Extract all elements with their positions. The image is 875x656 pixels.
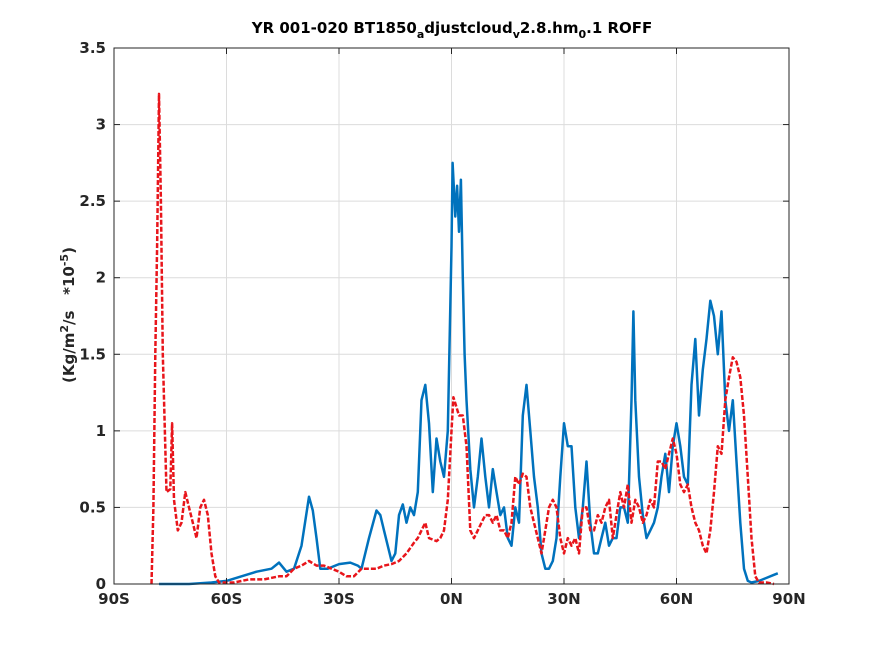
title-subscript: a bbox=[417, 28, 424, 41]
title-segment: YR 001-020 BT1850 bbox=[251, 19, 417, 37]
ylabel-segment: ) bbox=[60, 247, 78, 254]
title-subscript: v bbox=[513, 28, 521, 41]
y-tick-label: 0 bbox=[96, 575, 106, 593]
y-tick-label: 2 bbox=[96, 269, 106, 287]
x-tick-label: 0N bbox=[440, 590, 463, 608]
y-tick-label: 0.5 bbox=[79, 498, 106, 516]
title-subscript: 0 bbox=[578, 28, 586, 41]
x-tick-label: 90N bbox=[772, 590, 805, 608]
y-tick-label: 3.5 bbox=[79, 39, 106, 57]
y-tick-label: 1.5 bbox=[79, 345, 106, 363]
x-tick-label: 30S bbox=[323, 590, 355, 608]
title-segment: .1 ROFF bbox=[586, 19, 652, 37]
chart-title: YR 001-020 BT1850adjustcloudv2.8.hm0.1 R… bbox=[251, 19, 653, 41]
series-lines bbox=[150, 92, 779, 586]
x-tick-label: 60N bbox=[660, 590, 693, 608]
title-segment: 2.8.hm bbox=[520, 19, 579, 37]
grid-lines bbox=[113, 47, 790, 585]
x-tick-label: 90S bbox=[98, 590, 130, 608]
title-segment: djustcloud bbox=[424, 19, 512, 37]
ylabel-superscript: 2 bbox=[58, 325, 71, 333]
series-line-2 bbox=[150, 92, 775, 586]
y-tick-label: 3 bbox=[96, 116, 106, 134]
y-axis-label: (Kg/m2/s *10-5) bbox=[58, 247, 78, 383]
x-tick-label: 60S bbox=[211, 590, 243, 608]
x-tick-label: 30N bbox=[547, 590, 580, 608]
ylabel-superscript: -5 bbox=[58, 254, 71, 266]
ylabel-segment: (Kg/m bbox=[60, 333, 78, 383]
axis-ticks: 90S 60S 30S 0N 30N 60N 90N 0 0.5 1 1.5 2 2.5 3 3.5 bbox=[79, 39, 805, 608]
y-tick-label: 1 bbox=[96, 422, 106, 440]
ylabel-segment: /s *10 bbox=[60, 266, 78, 325]
y-tick-label: 2.5 bbox=[79, 192, 106, 210]
series-line-1 bbox=[159, 161, 779, 586]
